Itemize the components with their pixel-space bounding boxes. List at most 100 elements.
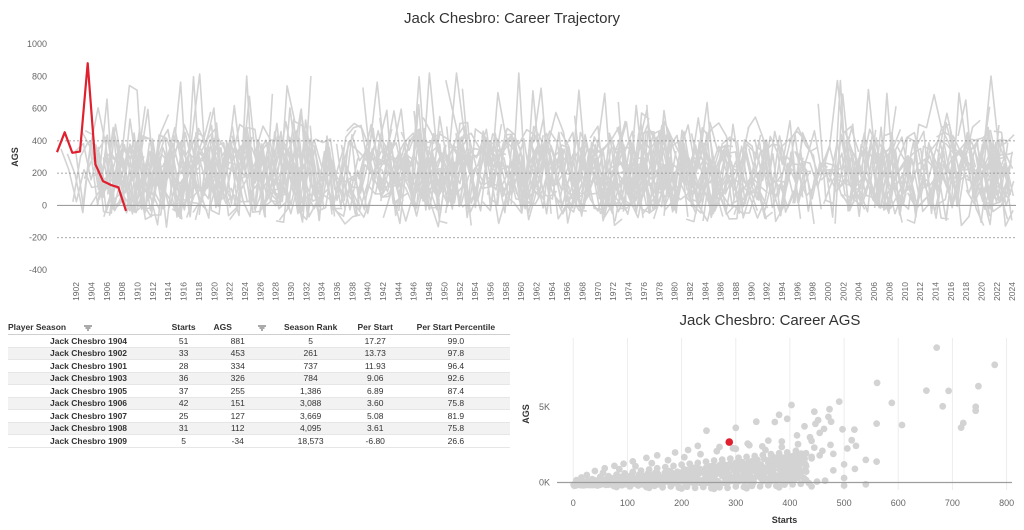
scatter-point (839, 425, 846, 433)
scatter-point (754, 461, 762, 469)
y-tick-label: 200 (32, 168, 47, 178)
background-series-line (142, 135, 198, 212)
background-series-line (560, 131, 608, 210)
background-series-line (268, 122, 293, 194)
scatter-point (671, 449, 679, 456)
background-series-line (937, 148, 985, 226)
scatter-point (710, 485, 718, 493)
table-cell: 28 (178, 360, 189, 371)
scatter-point (694, 442, 702, 450)
col-header-starts[interactable]: Starts (171, 322, 196, 332)
background-series-line (654, 149, 710, 214)
x-tick-label: 1954 (470, 282, 480, 301)
sort-descending-icon[interactable] (84, 325, 93, 331)
col-header-season-rank[interactable]: Season Rank (283, 322, 338, 332)
scatter-point (812, 420, 819, 428)
x-tick-label: 1938 (347, 282, 357, 301)
table-row[interactable]: Jack Chesbro 1904 51 881 5 17.27 99.0 (8, 335, 510, 347)
scatter-point (862, 456, 870, 464)
x-tick-label: 1914 (163, 282, 173, 301)
x-tick-label: 1946 (409, 282, 419, 301)
x-tick-label: 1910 (133, 282, 143, 301)
table-cell: 112 (230, 423, 245, 434)
background-series-line (817, 103, 850, 205)
x-tick-label: 200 (674, 498, 689, 508)
col-header-ags[interactable]: AGS (203, 320, 273, 335)
background-series-line (370, 129, 418, 182)
sort-descending-icon[interactable] (254, 325, 266, 331)
scatter-point (778, 438, 786, 445)
highlighted-point (725, 438, 734, 446)
scatter-point (775, 483, 783, 491)
table-row[interactable]: Jack Chesbro 1908 31 112 4,095 3.61 75.8 (8, 422, 510, 435)
background-series-line (685, 149, 749, 223)
background-series-line (981, 138, 1014, 169)
background-series-line (564, 126, 636, 209)
col-header-per-start-percentile[interactable]: Per Start Percentile (416, 322, 496, 332)
x-tick-label: 1924 (240, 282, 250, 301)
table-cell: 18,573 (297, 435, 324, 446)
x-tick-label: 1958 (501, 282, 511, 301)
scatter-point (957, 424, 965, 431)
scatter-point (873, 420, 880, 427)
x-tick-label: 1934 (317, 282, 327, 301)
scatter-point (851, 426, 858, 433)
scatter-point (725, 461, 733, 469)
table-cell: 99.0 (447, 335, 465, 346)
table-row[interactable]: Jack Chesbro 1905 37 255 1,386 6.89 87.4 (8, 385, 510, 397)
table-cell: Jack Chesbro 1907 (50, 410, 128, 421)
table-cell: 3,088 (300, 398, 322, 409)
table-row[interactable]: Jack Chesbro 1909 5 -34 18,573 -6.80 26.6 (8, 435, 510, 447)
scatter-point (613, 481, 621, 489)
table-row[interactable]: Jack Chesbro 1903 36 326 784 9.06 92.6 (8, 372, 510, 385)
background-series-line (758, 120, 807, 203)
x-tick-label: 1992 (762, 282, 772, 301)
table-cell: 784 (303, 373, 318, 384)
background-series-line (747, 116, 802, 197)
highlighted-series-line (55, 62, 128, 212)
y-tick-label: 5K (539, 402, 550, 412)
table-cell: Jack Chesbro 1909 (50, 435, 128, 446)
scatter-point (933, 344, 941, 351)
scatter-point (784, 476, 792, 484)
table-row[interactable]: Jack Chesbro 1902 33 453 261 13.73 97.8 (8, 347, 510, 360)
background-series-line (167, 107, 223, 204)
background-series-line (936, 131, 999, 209)
x-tick-label: 1906 (102, 282, 112, 301)
table-cell: 75.8 (447, 398, 465, 409)
scatter-point (592, 481, 599, 489)
scatter-point (611, 462, 618, 470)
background-series-line (834, 93, 921, 224)
table-row[interactable]: Jack Chesbro 1901 28 334 737 11.93 96.4 (8, 360, 510, 372)
background-series-line (896, 145, 913, 200)
scatter-point (827, 418, 835, 426)
scatter-point (693, 473, 701, 480)
table-cell: Jack Chesbro 1901 (50, 360, 128, 371)
x-tick-label: 1972 (608, 282, 618, 301)
table-cell: 127 (230, 410, 245, 421)
table-row[interactable]: Jack Chesbro 1907 25 127 3,669 5.08 81.9 (8, 410, 510, 422)
scatter-point (670, 462, 677, 470)
scatter-point (682, 480, 689, 487)
scatter-point (770, 471, 778, 478)
background-series-line (987, 141, 1012, 215)
scatter-point (848, 436, 856, 444)
x-tick-label: 600 (891, 498, 906, 508)
x-tick-label: 500 (837, 498, 852, 508)
x-tick-label: 2022 (992, 282, 1002, 301)
scatter-point (813, 478, 821, 485)
col-header-player-season[interactable]: Player Season (8, 320, 164, 335)
col-header-per-start[interactable]: Per Start (357, 322, 393, 332)
x-tick-label: 1956 (486, 282, 496, 301)
background-series-line (131, 139, 233, 203)
scatter-point (697, 450, 704, 458)
scatter-point (808, 453, 815, 461)
scatter-point (694, 466, 702, 474)
table-row[interactable]: Jack Chesbro 1906 42 151 3,088 3.60 75.8 (8, 397, 510, 410)
table-cell: 326 (230, 373, 245, 384)
table-cell: 4,095 (300, 423, 322, 434)
background-series-line (200, 161, 272, 204)
table-cell: 151 (230, 398, 245, 409)
